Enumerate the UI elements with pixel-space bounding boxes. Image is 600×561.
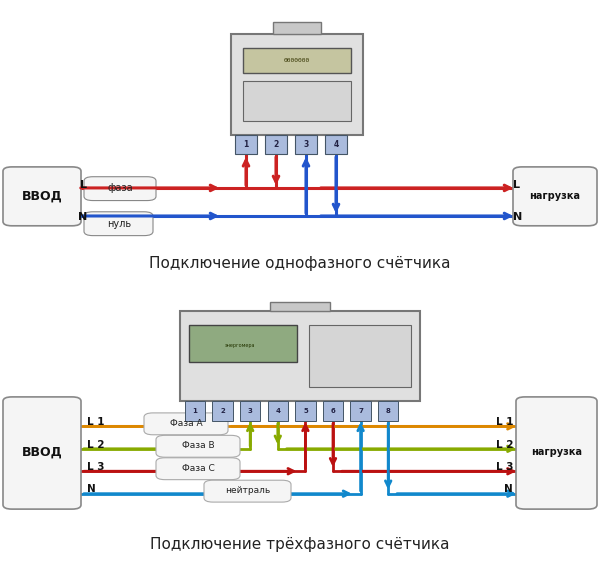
Text: 1: 1 bbox=[193, 408, 197, 414]
Text: 3: 3 bbox=[248, 408, 253, 414]
Text: L 3: L 3 bbox=[87, 462, 104, 472]
Text: 3: 3 bbox=[304, 140, 308, 149]
Text: N: N bbox=[78, 213, 87, 222]
Text: L 1: L 1 bbox=[87, 417, 104, 427]
Bar bbox=[212, 401, 233, 421]
Text: 5: 5 bbox=[303, 408, 308, 414]
Text: 2: 2 bbox=[274, 140, 278, 149]
FancyBboxPatch shape bbox=[144, 413, 228, 435]
Bar bbox=[180, 311, 420, 401]
Text: L: L bbox=[80, 180, 87, 190]
Text: L 1: L 1 bbox=[496, 417, 513, 427]
Bar bbox=[240, 401, 260, 421]
Text: 2: 2 bbox=[220, 408, 225, 414]
Bar bbox=[378, 401, 398, 421]
Text: 4: 4 bbox=[275, 408, 280, 414]
Bar bbox=[350, 401, 371, 421]
Text: нагрузка: нагрузка bbox=[530, 191, 581, 201]
Text: L 3: L 3 bbox=[496, 462, 513, 472]
Text: L 2: L 2 bbox=[87, 440, 104, 449]
Bar bbox=[243, 81, 351, 121]
Text: Фаза А: Фаза А bbox=[170, 419, 202, 428]
Text: Фаза С: Фаза С bbox=[182, 464, 214, 473]
FancyBboxPatch shape bbox=[156, 435, 240, 457]
Text: ВВОД: ВВОД bbox=[22, 190, 62, 203]
Text: N: N bbox=[87, 485, 96, 494]
Text: ВВОД: ВВОД bbox=[22, 445, 62, 458]
Bar bbox=[185, 401, 205, 421]
Text: Фаза В: Фаза В bbox=[182, 442, 214, 450]
Bar bbox=[243, 48, 351, 73]
Text: фаза: фаза bbox=[107, 183, 133, 194]
Bar bbox=[273, 22, 321, 34]
Bar bbox=[189, 325, 297, 362]
Text: 1: 1 bbox=[244, 140, 248, 149]
Text: 6: 6 bbox=[331, 408, 335, 414]
Text: энергомера: энергомера bbox=[225, 343, 255, 347]
FancyBboxPatch shape bbox=[204, 480, 291, 502]
FancyBboxPatch shape bbox=[516, 397, 597, 509]
Text: нейтраль: нейтраль bbox=[225, 486, 270, 495]
Bar bbox=[231, 34, 363, 135]
Text: 4: 4 bbox=[334, 140, 338, 149]
Text: N: N bbox=[513, 213, 522, 222]
Text: Подключение трёхфазного счётчика: Подключение трёхфазного счётчика bbox=[150, 537, 450, 551]
Bar bbox=[295, 135, 317, 154]
FancyBboxPatch shape bbox=[3, 167, 81, 226]
Bar bbox=[265, 135, 287, 154]
Bar bbox=[295, 401, 316, 421]
Text: нагрузка: нагрузка bbox=[531, 447, 582, 457]
Text: 0000000: 0000000 bbox=[284, 58, 310, 63]
FancyBboxPatch shape bbox=[84, 211, 153, 236]
Bar bbox=[270, 302, 330, 311]
Text: 8: 8 bbox=[386, 408, 391, 414]
Text: L 2: L 2 bbox=[496, 440, 513, 449]
FancyBboxPatch shape bbox=[3, 397, 81, 509]
Bar bbox=[323, 401, 343, 421]
Bar bbox=[268, 401, 288, 421]
Text: 7: 7 bbox=[358, 408, 363, 414]
FancyBboxPatch shape bbox=[156, 458, 240, 480]
Bar bbox=[325, 135, 347, 154]
Text: N: N bbox=[504, 485, 513, 494]
Bar bbox=[309, 325, 411, 387]
Text: Подключение однофазного счётчика: Подключение однофазного счётчика bbox=[149, 256, 451, 271]
Text: нуль: нуль bbox=[107, 219, 131, 228]
FancyBboxPatch shape bbox=[84, 177, 156, 201]
Bar bbox=[235, 135, 257, 154]
FancyBboxPatch shape bbox=[513, 167, 597, 226]
Text: L: L bbox=[513, 180, 520, 190]
